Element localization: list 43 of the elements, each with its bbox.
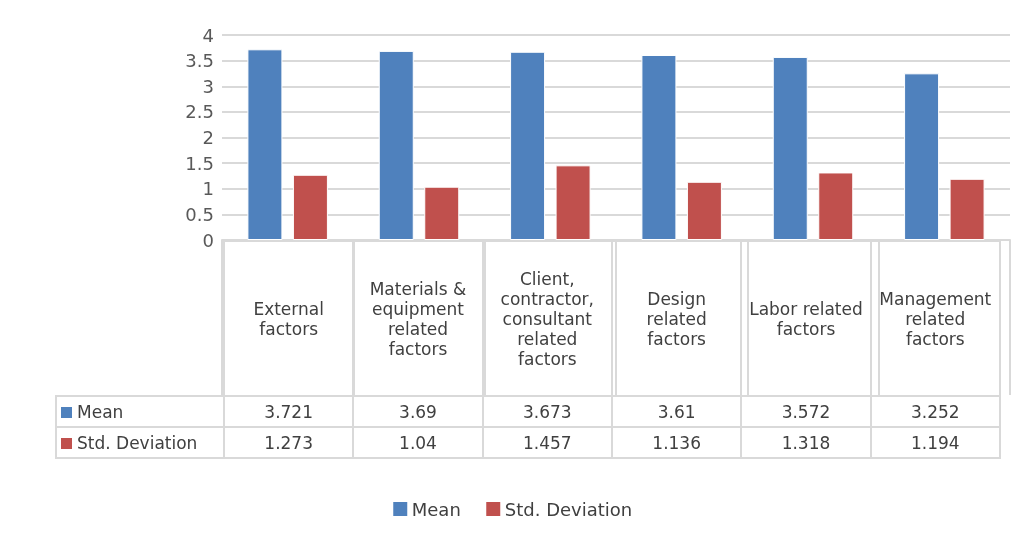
text: Mean bbox=[411, 499, 461, 520]
x-tick-label: Materials & equipment related factors bbox=[353, 241, 483, 396]
text: Std. Deviation bbox=[504, 499, 633, 520]
data-label: 3.61 bbox=[611, 396, 742, 427]
data-label: 1.136 bbox=[611, 427, 742, 458]
bar bbox=[904, 73, 940, 240]
bar bbox=[378, 50, 414, 240]
legend-label: Std. Deviation bbox=[56, 427, 224, 458]
data-label: 3.673 bbox=[482, 396, 612, 427]
y-tick-label: 3.5 bbox=[185, 50, 214, 72]
bar bbox=[641, 54, 677, 240]
data-label: 1.457 bbox=[482, 427, 612, 458]
bar bbox=[510, 51, 546, 240]
data-label: 1.194 bbox=[870, 427, 1000, 458]
data-label: 3.721 bbox=[224, 396, 354, 427]
bar bbox=[247, 49, 283, 240]
x-tick-label: Client, contractor, consultant related factors bbox=[482, 241, 612, 396]
data-label: 1.318 bbox=[741, 427, 871, 458]
y-tick-label: 1 bbox=[202, 178, 214, 200]
y-tick-label: 0.5 bbox=[185, 203, 214, 225]
data-label: 3.572 bbox=[741, 396, 871, 427]
x-tick-label: External factors bbox=[224, 241, 354, 396]
y-tick-label: 2 bbox=[202, 127, 214, 148]
bar bbox=[949, 178, 985, 240]
bar bbox=[818, 172, 854, 240]
data-label: 3.252 bbox=[870, 396, 1000, 427]
bar bbox=[772, 56, 808, 240]
data-label: 3.69 bbox=[353, 396, 483, 427]
bar bbox=[292, 174, 328, 240]
legend-label: Mean bbox=[56, 396, 224, 427]
bar bbox=[555, 165, 591, 240]
y-tick-label: 4 bbox=[202, 24, 214, 46]
bar bbox=[686, 181, 722, 240]
y-tick-label: 0 bbox=[202, 229, 214, 251]
x-tick-label: Management related factors bbox=[870, 241, 1000, 396]
x-tick-label: Design related factors bbox=[611, 241, 742, 396]
data-label: 1.04 bbox=[353, 427, 483, 458]
y-tick-label: 3 bbox=[202, 75, 214, 97]
data-label: 1.273 bbox=[224, 427, 354, 458]
y-tick-label: 2.5 bbox=[185, 101, 214, 123]
y-tick-label: 1.5 bbox=[185, 152, 214, 174]
x-tick-label: Labor related factors bbox=[741, 241, 871, 396]
bar bbox=[424, 186, 460, 240]
